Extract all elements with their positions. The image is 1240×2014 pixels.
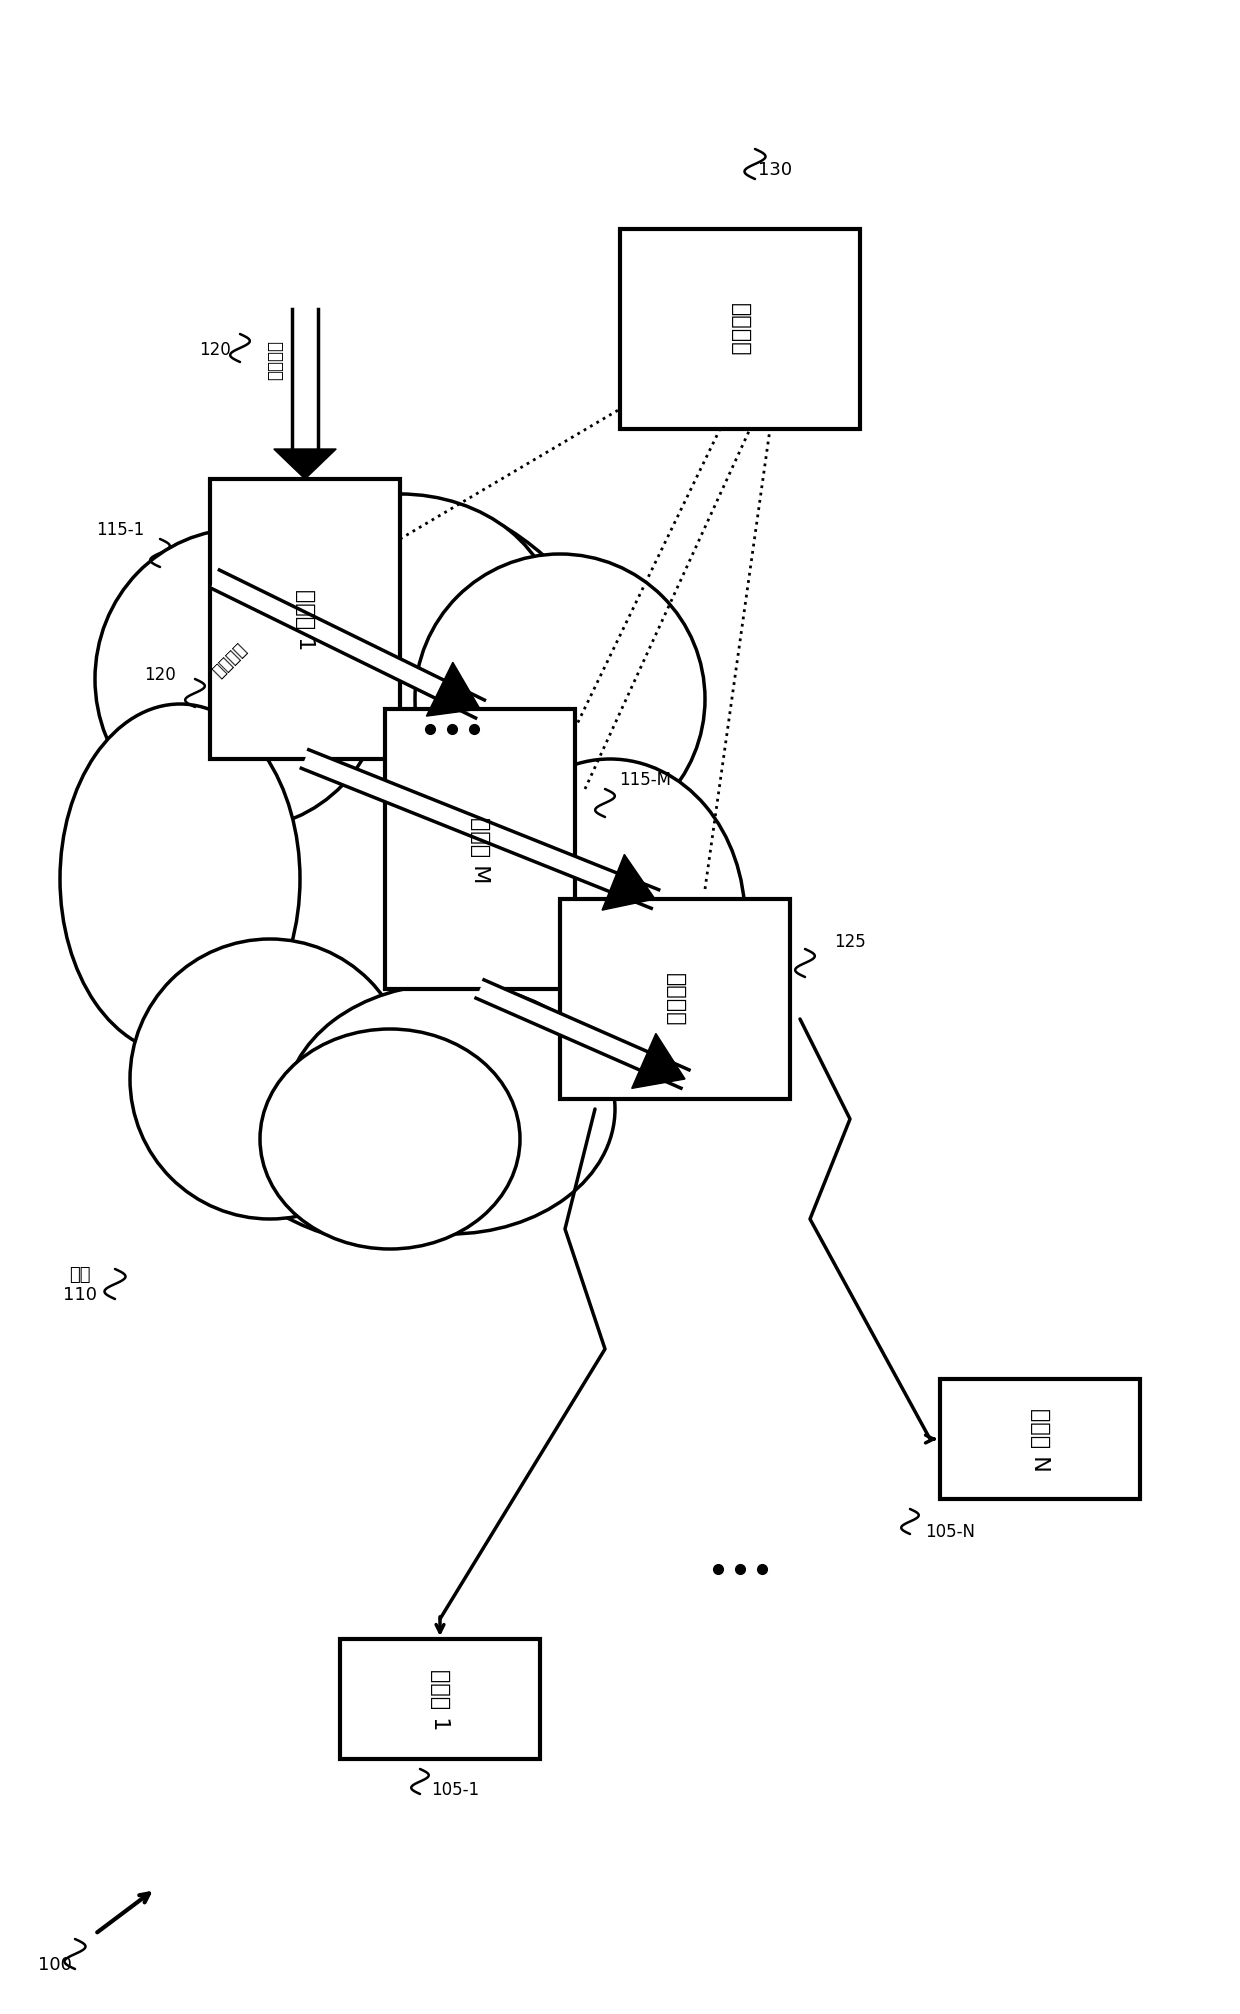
- Polygon shape: [631, 1033, 684, 1090]
- Text: 计费系统: 计费系统: [730, 302, 750, 356]
- Text: 115-M: 115-M: [619, 771, 671, 789]
- Polygon shape: [301, 751, 618, 892]
- Text: 端用户 N: 端用户 N: [1030, 1408, 1050, 1470]
- Text: 125: 125: [835, 932, 866, 951]
- Ellipse shape: [475, 759, 745, 1080]
- Ellipse shape: [246, 495, 556, 745]
- Polygon shape: [274, 449, 336, 479]
- Polygon shape: [476, 981, 647, 1071]
- Ellipse shape: [95, 530, 384, 830]
- Bar: [940, 1380, 1140, 1498]
- Bar: [620, 230, 861, 429]
- Ellipse shape: [260, 1029, 520, 1249]
- Text: 130: 130: [758, 161, 792, 179]
- Text: 端用户 1: 端用户 1: [430, 1668, 450, 1730]
- Ellipse shape: [110, 495, 670, 1245]
- Text: 服务事件: 服务事件: [210, 638, 250, 681]
- Text: 网络
110: 网络 110: [63, 1265, 97, 1303]
- Ellipse shape: [285, 985, 615, 1235]
- Text: 客户端 1: 客户端 1: [295, 588, 315, 651]
- Ellipse shape: [415, 554, 706, 844]
- Text: 105-N: 105-N: [925, 1523, 975, 1541]
- Text: 120: 120: [200, 340, 231, 358]
- Text: 105-1: 105-1: [432, 1780, 479, 1799]
- Bar: [210, 479, 401, 759]
- Polygon shape: [427, 663, 480, 717]
- Ellipse shape: [60, 705, 300, 1055]
- Bar: [340, 1639, 539, 1758]
- Text: 115-1: 115-1: [95, 522, 144, 538]
- Text: 服务元件: 服务元件: [665, 973, 684, 1027]
- Text: 100: 100: [38, 1956, 72, 1974]
- Text: 客户端 M: 客户端 M: [470, 816, 490, 882]
- Ellipse shape: [130, 941, 410, 1218]
- Text: 120: 120: [144, 667, 176, 683]
- Bar: [560, 900, 790, 1100]
- Bar: [384, 709, 575, 989]
- Polygon shape: [211, 570, 444, 699]
- Polygon shape: [603, 856, 655, 910]
- Text: 服务事件: 服务事件: [267, 340, 284, 381]
